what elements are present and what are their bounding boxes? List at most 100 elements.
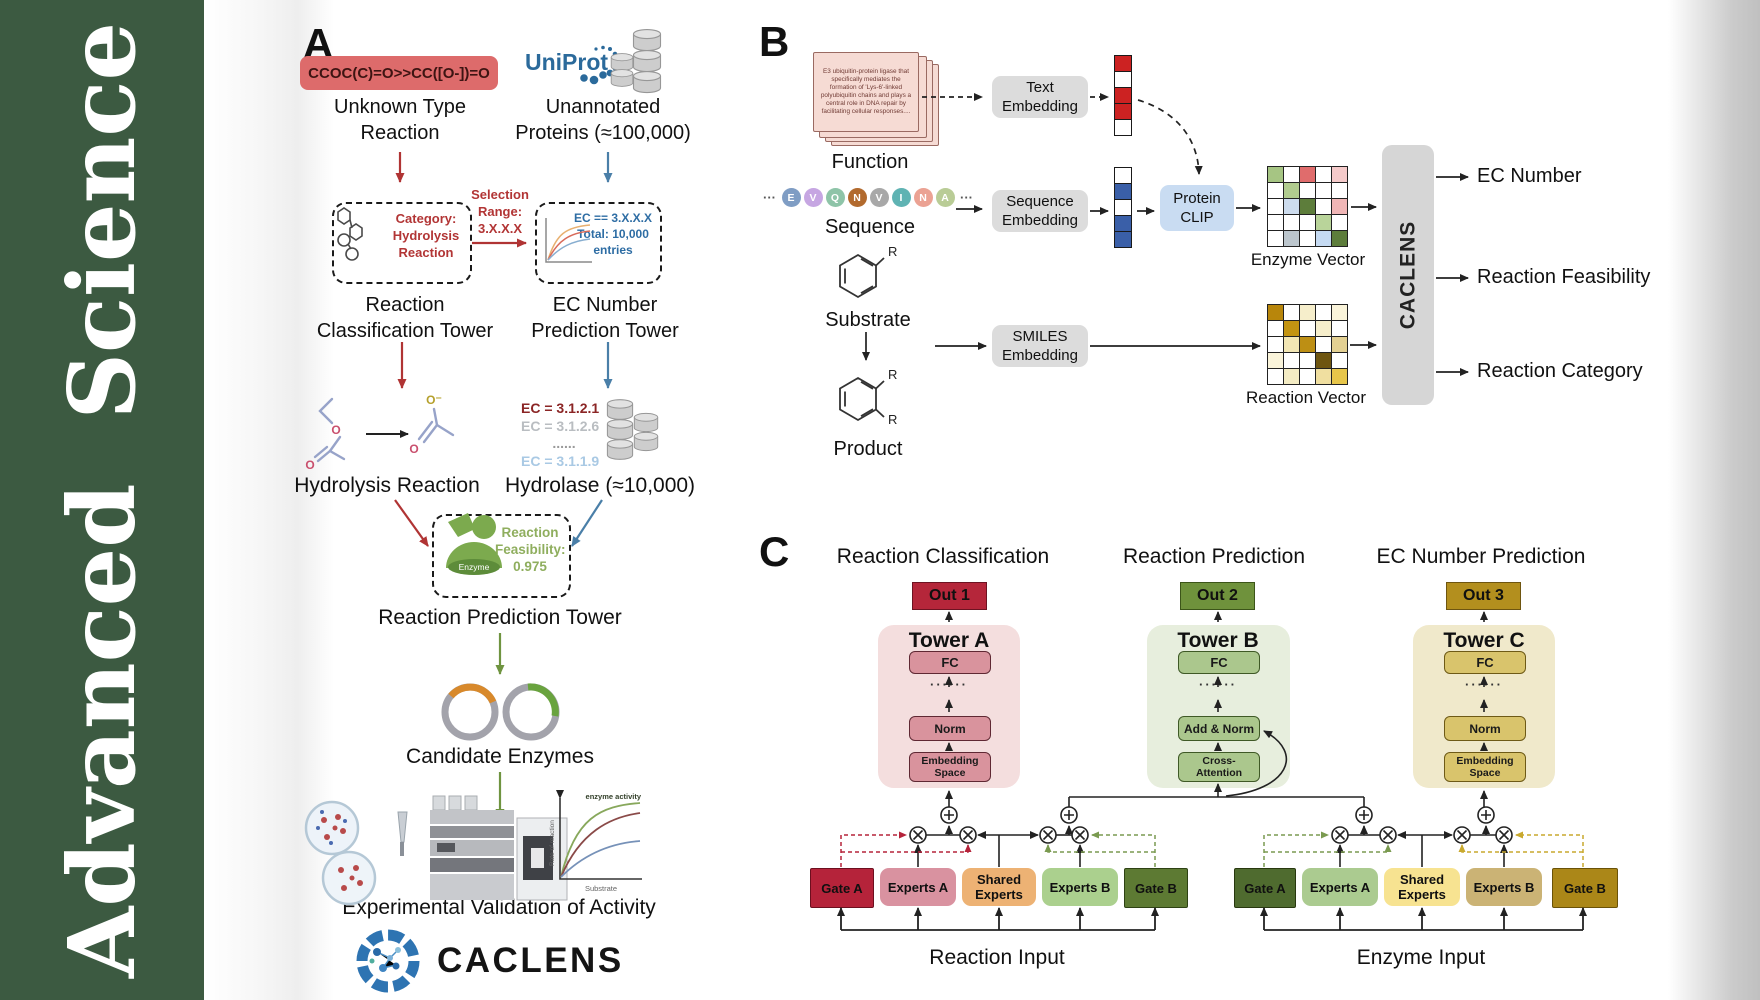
journal-band: Advanced Science <box>0 0 204 1000</box>
times-node <box>1071 826 1089 844</box>
enzyme-input-label: Enzyme Input <box>1356 946 1486 969</box>
ellipsis: ··· <box>763 190 776 205</box>
uniprot-logo: UniProt <box>525 49 609 75</box>
matrix-cell <box>1299 166 1316 183</box>
matrix-cell <box>1267 182 1284 199</box>
function-card: E3 ubiquitin-protein ligase that specifi… <box>813 52 919 132</box>
matrix-cell <box>1299 304 1316 321</box>
times-node <box>1379 826 1397 844</box>
product-molecule-icon <box>839 376 885 422</box>
matrix-cell <box>1283 320 1300 337</box>
r-group-label: R <box>888 367 897 382</box>
r-group-label: R <box>888 244 897 259</box>
plus-node <box>1060 806 1078 824</box>
panel-b-art: R R R <box>839 93 1469 427</box>
vector-cell <box>1114 118 1132 136</box>
column-title-ec-number-prediction: EC Number Prediction <box>1376 545 1586 568</box>
reaction-gate-b: Gate B <box>1124 868 1188 908</box>
candidate-enzymes-label: Candidate Enzymes <box>406 745 594 768</box>
matrix-cell <box>1299 368 1316 385</box>
smiles-embedding-box: SMILES Embedding <box>992 325 1088 367</box>
page-edge-shading <box>1668 0 1760 1000</box>
reaction-gate-a: Gate A <box>810 868 874 908</box>
oxygen-anion: O⁻ <box>426 393 442 407</box>
tower-b-cross-attention: Cross- Attention <box>1178 752 1260 782</box>
matrix-cell <box>1331 182 1348 199</box>
smiles-reaction-box: CCOC(C)=O>>CC([O-])=O <box>300 56 498 90</box>
reaction-classification-box <box>332 202 472 284</box>
chart-annotation: enzyme activity <box>586 792 642 801</box>
page-fold-shading <box>204 0 334 1000</box>
matrix-cell <box>1299 352 1316 369</box>
sequence-embedding-vector <box>1114 166 1132 248</box>
tower-b-fc: FC <box>1178 651 1260 674</box>
times-node <box>1453 826 1471 844</box>
vector-cell <box>1114 166 1132 184</box>
feasibility-label: Reaction Feasibility: 0.975 <box>495 525 566 574</box>
residue-circle: N <box>913 188 933 207</box>
matrix-cell <box>1283 336 1300 353</box>
ec-filter-label: EC == 3.X.X.X Total: 10,000 entries <box>573 211 653 257</box>
enzyme-shared-experts: Shared Experts <box>1384 868 1460 906</box>
matrix-cell <box>1267 368 1284 385</box>
reaction-shared-experts: Shared Experts <box>962 868 1036 906</box>
tower-c-norm: Norm <box>1444 716 1526 741</box>
reaction-vector-label: Reaction Vector <box>1245 388 1367 407</box>
vector-cell <box>1114 230 1132 248</box>
matrix-cell <box>1315 352 1332 369</box>
product-label: Product <box>833 438 903 460</box>
kinetics-chart: enzyme activity Rate of reaction Substra… <box>549 790 642 893</box>
enzyme-vector-matrix <box>1267 166 1348 247</box>
hydrolysis-reaction-label: Hydrolysis Reaction <box>294 474 480 497</box>
category-hydrolysis-label: Category: Hydrolysis Reaction <box>392 211 460 260</box>
matrix-cell <box>1283 214 1300 231</box>
plus-node <box>1477 806 1495 824</box>
vector-cell <box>1114 86 1132 104</box>
matrix-cell <box>1267 214 1284 231</box>
matrix-cell <box>1331 230 1348 247</box>
tower-a-dots: ······ <box>930 677 968 692</box>
plus-node <box>940 806 958 824</box>
oxygen-atom: O <box>409 442 418 456</box>
times-node <box>1331 826 1349 844</box>
matrix-cell <box>1299 198 1316 215</box>
protein-clip-box: Protein CLIP <box>1160 185 1234 231</box>
residue-circle: V <box>803 188 823 207</box>
matrix-cell <box>1267 304 1284 321</box>
matrix-cell <box>1283 198 1300 215</box>
chart-xlabel: Substrate <box>585 884 617 893</box>
caclens-model-bar: CACLENS <box>1382 145 1434 405</box>
tower-b-dots: ······ <box>1199 677 1237 692</box>
panel-c-label: C <box>759 528 790 575</box>
ec-number-list: EC = 3.1.2.1 EC = 3.1.2.6 ...... EC = 3.… <box>521 400 607 470</box>
enzyme-experts-b: Experts B <box>1466 868 1542 906</box>
residue-circle: E <box>781 188 801 207</box>
unannotated-proteins-label: Unannotated Proteins (≈100,000) <box>515 96 691 144</box>
vector-cell <box>1114 102 1132 120</box>
validation-label: Experimental Validation of Activity <box>342 896 656 919</box>
matrix-cell <box>1331 166 1348 183</box>
reaction-prediction-tower-label: Reaction Prediction Tower <box>378 606 622 629</box>
residue-circle: Q <box>825 188 845 207</box>
matrix-cell <box>1299 214 1316 231</box>
unknown-reaction-label: Unknown Type Reaction <box>334 96 466 144</box>
times-node <box>909 826 927 844</box>
input-rails <box>837 907 1587 931</box>
database-icon <box>606 399 659 460</box>
reaction-input-label: Reaction Input <box>929 946 1065 969</box>
residue-circle: N <box>847 188 867 207</box>
matrix-cell <box>1267 166 1284 183</box>
matrix-cell <box>1315 230 1332 247</box>
panel-b-label: B <box>759 18 790 65</box>
matrix-cell <box>1299 336 1316 353</box>
tower-c-name: Tower C <box>1443 629 1525 652</box>
output-ec-number: EC Number <box>1477 165 1582 187</box>
matrix-cell <box>1283 352 1300 369</box>
times-node <box>1039 826 1057 844</box>
sequence-label: Sequence <box>824 216 916 238</box>
acetate-molecule-icon <box>417 407 455 444</box>
plus-node <box>1355 806 1373 824</box>
matrix-cell <box>1267 336 1284 353</box>
matrix-cell <box>1283 166 1300 183</box>
